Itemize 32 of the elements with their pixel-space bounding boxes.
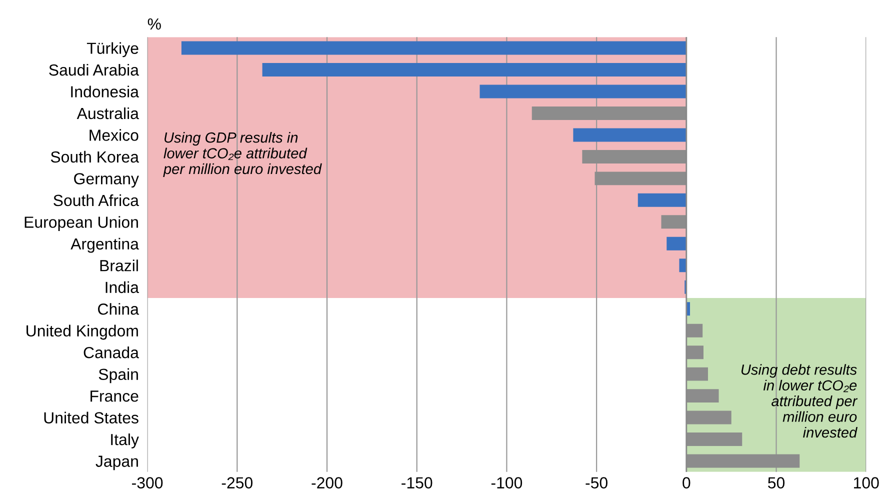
- x-tick-label: -100: [491, 477, 522, 488]
- y-tick-label: Argentina: [70, 238, 139, 253]
- y-tick-label: South Africa: [54, 194, 139, 206]
- y-tick-label: Indonesia: [71, 86, 139, 98]
- y-tick-label: Mexico: [90, 129, 138, 141]
- y-tick-label: United Kingdom: [26, 324, 138, 340]
- y-tick-label: South Korea: [50, 150, 139, 163]
- x-tick-label: 100: [854, 477, 879, 488]
- x-tick-label: 0: [682, 477, 690, 488]
- x-tick-label: 50: [768, 477, 785, 488]
- x-tick-label: -250: [222, 477, 253, 488]
- x-tick-label: -50: [586, 477, 608, 488]
- y-tick-label: Canada: [84, 346, 139, 358]
- y-tick-label: Australia: [76, 107, 139, 120]
- y-tick-label: Türkiye: [86, 42, 138, 58]
- y-tick-label: Italy: [111, 433, 139, 448]
- y-tick-label: European Union: [24, 216, 138, 232]
- y-tick-label: India: [106, 281, 139, 294]
- x-axis-title: %: [148, 18, 161, 30]
- x-tick-label: -300: [132, 477, 163, 488]
- y-tick-label: Japan: [96, 456, 138, 470]
- y-tick-label: Germany: [74, 173, 139, 188]
- x-tick-label: -150: [402, 477, 432, 488]
- y-tick-label: Saudi Arabia: [49, 64, 139, 76]
- y-tick-label: China: [98, 303, 139, 315]
- band-label: Using GDP results in lower tCO₂e attributed per million euro invested: [163, 132, 322, 178]
- y-tick-label: Brazil: [100, 260, 138, 272]
- band-label: Using debt results in lower tCO₂e attributed per million euro invested: [742, 364, 858, 438]
- y-tick-label: France: [90, 390, 138, 402]
- y-tick-label: Spain: [98, 368, 138, 384]
- y-tick-label: United States: [44, 412, 138, 424]
- x-tick-label: -200: [312, 477, 342, 488]
